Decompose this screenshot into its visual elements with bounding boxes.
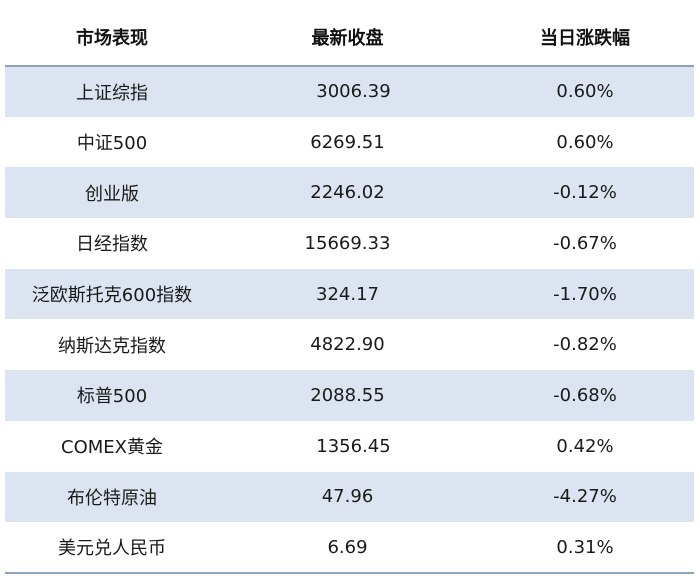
table-row: 泛欧斯托克600指数 324.17 -1.70% [5, 268, 694, 320]
cell-market-name: 布伦特原油 [5, 471, 219, 523]
cell-market-name: 日经指数 [76, 234, 148, 256]
cell-daily-change: -0.82% [553, 334, 617, 356]
table-row: 中证500 6269.51 0.60% [5, 117, 694, 168]
cell-daily-change: -4.27% [476, 471, 694, 523]
cell-latest-close: 4822.90 [310, 334, 385, 356]
cell-daily-change: -0.12% [476, 167, 694, 219]
cell-daily-change: 0.60% [476, 66, 694, 117]
header-latest-close: 最新收盘 [219, 9, 476, 67]
cell-latest-close: 1356.45 [219, 421, 476, 472]
cell-latest-close: 2088.55 [219, 370, 476, 421]
table-row: 纳斯达克指数 4822.90 -0.82% [5, 319, 694, 370]
table-row: 日经指数 15669.33 -0.67% [5, 218, 694, 269]
table-row: 上证综指 3006.39 0.60% [5, 66, 694, 117]
cell-latest-close: 47.96 [219, 471, 476, 523]
header-market: 市场表现 [5, 9, 219, 67]
table-row: 布伦特原油 47.96 -4.27% [5, 471, 694, 523]
header-row: 市场表现 最新收盘 当日涨跌幅 [5, 9, 694, 67]
market-performance-table-container: 市场表现 最新收盘 当日涨跌幅 上证综指 3006.39 0.60% 中证500… [5, 9, 694, 574]
cell-market-name: 泛欧斯托克600指数 [5, 268, 219, 320]
cell-daily-change: -0.67% [553, 232, 617, 254]
cell-daily-change: -1.70% [476, 268, 694, 320]
cell-market-name: 美元兑人民币 [5, 522, 219, 574]
cell-daily-change: -0.68% [476, 370, 694, 421]
close-value: 3006.39 [316, 81, 391, 103]
cell-latest-close: 15669.33 [304, 232, 391, 254]
table-row: COMEX黄金 1356.45 0.42% [5, 421, 694, 472]
cell-market-name: 上证综指 [5, 66, 219, 117]
table-header: 市场表现 最新收盘 当日涨跌幅 [5, 9, 694, 67]
cell-market-name: 纳斯达克指数 [58, 335, 166, 357]
cell-daily-change: 0.31% [476, 522, 694, 574]
cell-latest-close: 6.69 [219, 522, 476, 574]
cell-latest-close: 6269.51 [310, 131, 385, 153]
cell-daily-change: 0.42% [556, 435, 614, 457]
cell-latest-close: 3006.39 [219, 66, 476, 117]
market-performance-table: 市场表现 最新收盘 当日涨跌幅 上证综指 3006.39 0.60% 中证500… [5, 9, 694, 574]
close-value: 1356.45 [316, 435, 391, 457]
table-body: 上证综指 3006.39 0.60% 中证500 6269.51 0.60% 创… [5, 66, 694, 574]
table-row: 标普500 2088.55 -0.68% [5, 370, 694, 421]
table-row: 创业版 2246.02 -0.12% [5, 167, 694, 219]
cell-daily-change: 0.60% [556, 131, 614, 153]
cell-latest-close: 324.17 [219, 268, 476, 320]
cell-latest-close: 2246.02 [219, 167, 476, 219]
cell-market-name: 中证500 [76, 133, 148, 155]
cell-market-name: 创业版 [5, 167, 219, 219]
cell-market-name: 标普500 [5, 370, 219, 421]
cell-market-name: COMEX黄金 [61, 437, 163, 459]
header-daily-change: 当日涨跌幅 [476, 9, 694, 67]
table-row: 美元兑人民币 6.69 0.31% [5, 522, 694, 574]
